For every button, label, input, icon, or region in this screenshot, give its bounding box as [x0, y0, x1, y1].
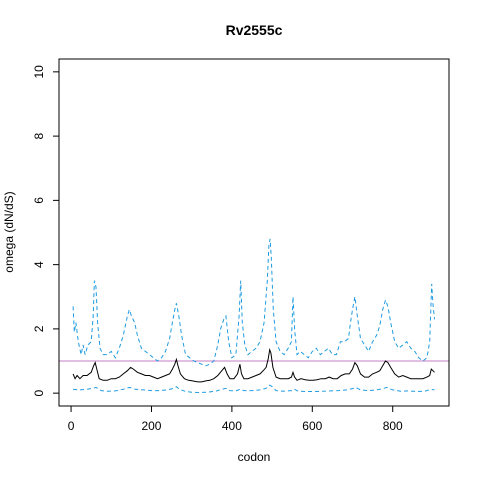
- series-lower-line: [73, 384, 435, 394]
- y-tick-label: 2: [32, 325, 46, 332]
- y-tick-label: 0: [32, 389, 46, 396]
- series-upper-line: [72, 238, 435, 367]
- y-tick-label: 10: [32, 65, 46, 79]
- plot-area: 0 200 400 600 800 0 2 4 6 8 10: [32, 65, 449, 433]
- x-tick-label: 600: [302, 419, 322, 433]
- plot-frame: [58, 58, 450, 407]
- y-tick-label: 6: [32, 197, 46, 204]
- series-estimate-line: [72, 347, 435, 383]
- x-tick-label: 0: [68, 419, 75, 433]
- y-tick-label: 8: [32, 132, 46, 139]
- x-tick-label: 200: [141, 419, 161, 433]
- y-tick-label: 4: [32, 261, 46, 268]
- x-tick-label: 800: [383, 419, 403, 433]
- y-axis-label: omega (dN/dS): [2, 191, 16, 272]
- chart-title: Rv2555c: [226, 22, 283, 38]
- x-tick-label: 400: [222, 419, 242, 433]
- x-axis-label: codon: [238, 450, 271, 464]
